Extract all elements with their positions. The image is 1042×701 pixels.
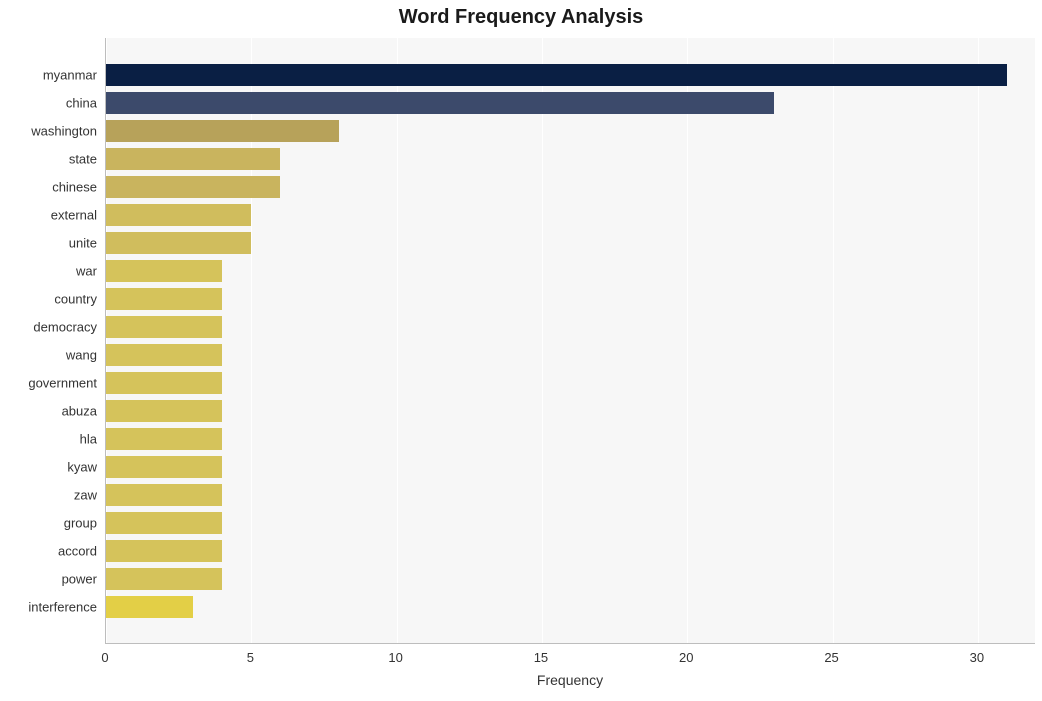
y-tick-label: abuza	[0, 404, 97, 419]
x-tick-label: 5	[247, 650, 254, 665]
word-frequency-chart: Word Frequency Analysis Frequency 0 5 10 15…	[0, 0, 1042, 701]
bar	[106, 232, 251, 254]
bar	[106, 176, 280, 198]
y-tick-label: group	[0, 516, 97, 531]
y-tick-label: unite	[0, 236, 97, 251]
gridline	[833, 38, 834, 643]
gridline	[542, 38, 543, 643]
bar	[106, 512, 222, 534]
y-tick-label: interference	[0, 600, 97, 615]
y-tick-label: state	[0, 152, 97, 167]
y-tick-label: hla	[0, 432, 97, 447]
x-tick-label: 10	[388, 650, 402, 665]
bar	[106, 484, 222, 506]
y-tick-label: chinese	[0, 180, 97, 195]
bar	[106, 288, 222, 310]
y-tick-label: democracy	[0, 320, 97, 335]
bar	[106, 148, 280, 170]
x-tick-label: 0	[101, 650, 108, 665]
bar	[106, 428, 222, 450]
y-tick-label: external	[0, 208, 97, 223]
bar	[106, 400, 222, 422]
bar	[106, 568, 222, 590]
y-tick-label: zaw	[0, 488, 97, 503]
x-tick-label: 20	[679, 650, 693, 665]
x-axis-label: Frequency	[105, 672, 1035, 688]
bar	[106, 260, 222, 282]
y-tick-label: accord	[0, 544, 97, 559]
y-tick-label: china	[0, 96, 97, 111]
bar	[106, 316, 222, 338]
bar	[106, 344, 222, 366]
bar	[106, 372, 222, 394]
y-tick-label: kyaw	[0, 460, 97, 475]
bar	[106, 540, 222, 562]
y-tick-label: country	[0, 292, 97, 307]
x-tick-label: 25	[824, 650, 838, 665]
plot-area	[105, 38, 1035, 644]
y-tick-label: washington	[0, 124, 97, 139]
y-tick-label: myanmar	[0, 68, 97, 83]
gridline	[978, 38, 979, 643]
bar	[106, 120, 339, 142]
bar	[106, 456, 222, 478]
y-tick-label: power	[0, 572, 97, 587]
gridline	[397, 38, 398, 643]
gridline	[687, 38, 688, 643]
y-tick-label: wang	[0, 348, 97, 363]
chart-title: Word Frequency Analysis	[0, 6, 1042, 29]
bar	[106, 204, 251, 226]
x-tick-label: 15	[534, 650, 548, 665]
bar	[106, 92, 774, 114]
y-tick-label: war	[0, 264, 97, 279]
y-tick-label: government	[0, 376, 97, 391]
bar	[106, 596, 193, 618]
bar	[106, 64, 1007, 86]
x-tick-label: 30	[970, 650, 984, 665]
